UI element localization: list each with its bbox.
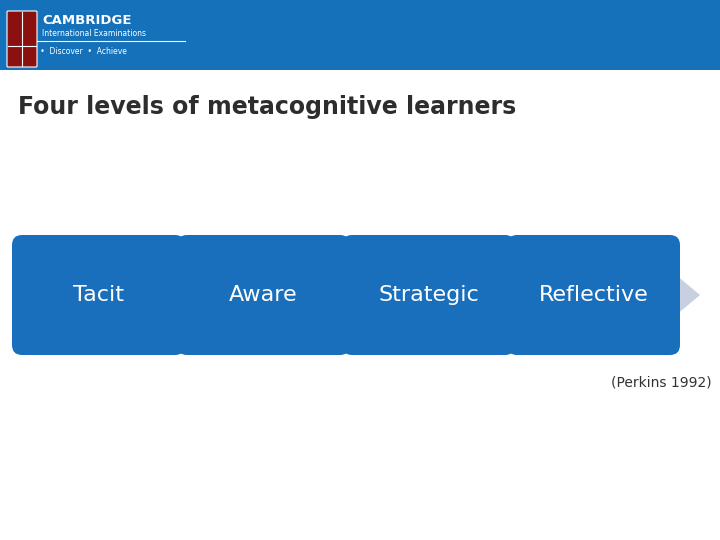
Bar bbox=[0, 0, 720, 70]
Text: Four levels of metacognitive learners: Four levels of metacognitive learners bbox=[18, 95, 516, 119]
FancyBboxPatch shape bbox=[342, 235, 515, 355]
Text: Reflective: Reflective bbox=[539, 285, 649, 305]
Text: Aware: Aware bbox=[229, 285, 298, 305]
Text: International Examinations: International Examinations bbox=[42, 29, 146, 37]
Text: Strategic: Strategic bbox=[378, 285, 479, 305]
FancyBboxPatch shape bbox=[177, 235, 350, 355]
Text: Tacit: Tacit bbox=[73, 285, 124, 305]
FancyBboxPatch shape bbox=[7, 11, 37, 67]
FancyBboxPatch shape bbox=[507, 235, 680, 355]
Text: Learn  •  Discover  •  Achieve: Learn • Discover • Achieve bbox=[14, 48, 127, 57]
Text: CAMBRIDGE: CAMBRIDGE bbox=[42, 14, 132, 26]
Text: (Perkins 1992): (Perkins 1992) bbox=[611, 375, 712, 389]
FancyBboxPatch shape bbox=[12, 235, 185, 355]
Polygon shape bbox=[55, 243, 700, 347]
